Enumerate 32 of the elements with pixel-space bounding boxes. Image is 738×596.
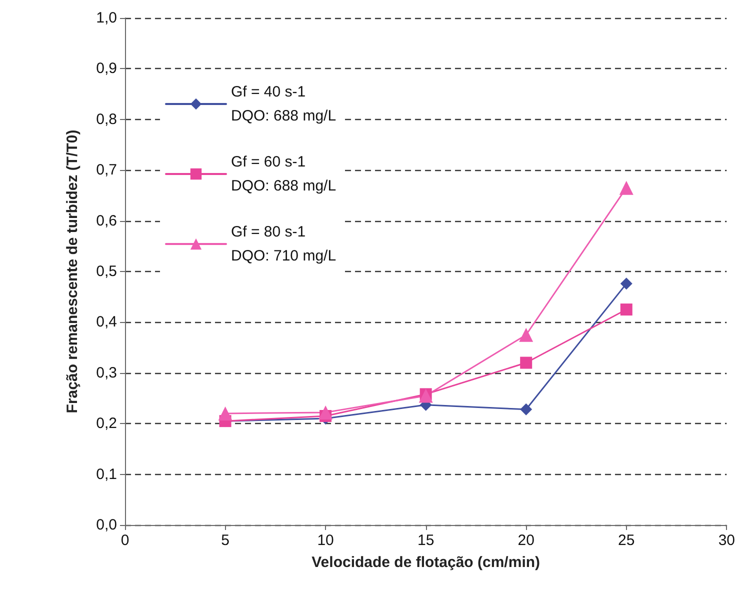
point: [520, 403, 532, 416]
y-tick-label: 0,7: [96, 162, 117, 179]
point: [318, 405, 333, 420]
y-tick-label: 1,0: [96, 10, 117, 26]
point: [520, 356, 532, 369]
x-tick-label: 5: [221, 532, 230, 549]
x-tick-label: 30: [718, 532, 735, 549]
point: [519, 328, 534, 342]
point: [218, 406, 232, 420]
y-tick-label: 0,3: [96, 364, 117, 382]
y-tick-label: 0,0: [96, 516, 117, 534]
x-tick-label: 15: [417, 532, 434, 549]
x-tick-label: 10: [317, 532, 334, 549]
x-tick-label: 25: [618, 532, 635, 549]
y-tick-label: 0,8: [96, 110, 117, 128]
legend-label: Gf = 60 s-1 DQO: 688 mg/L: [231, 154, 336, 194]
y-tick-label: 0,1: [96, 466, 117, 483]
x-axis-title: Velocidade de flotação (cm/min): [312, 554, 540, 571]
legend-label: Gf = 80 s-1 DQO: 710 mg/L: [231, 224, 336, 264]
y-axis-title: Fração remanescente de turbidez (T/T0): [64, 130, 81, 414]
y-tick-label: 0,9: [96, 60, 117, 78]
y-tick-label: 0,6: [96, 212, 117, 230]
point: [620, 304, 632, 316]
y-tick-label: 0,5: [96, 263, 117, 280]
y-tick-label: 0,4: [96, 314, 117, 331]
point: [620, 278, 632, 290]
y-tick-label: 0,2: [96, 415, 117, 432]
x-tick-label: 20: [518, 532, 534, 549]
x-tick-label: 0: [120, 532, 130, 549]
legend-label: Gf = 40 s-1 DQO: 688 mg/L: [231, 84, 336, 124]
point: [418, 388, 433, 403]
point: [619, 180, 634, 195]
